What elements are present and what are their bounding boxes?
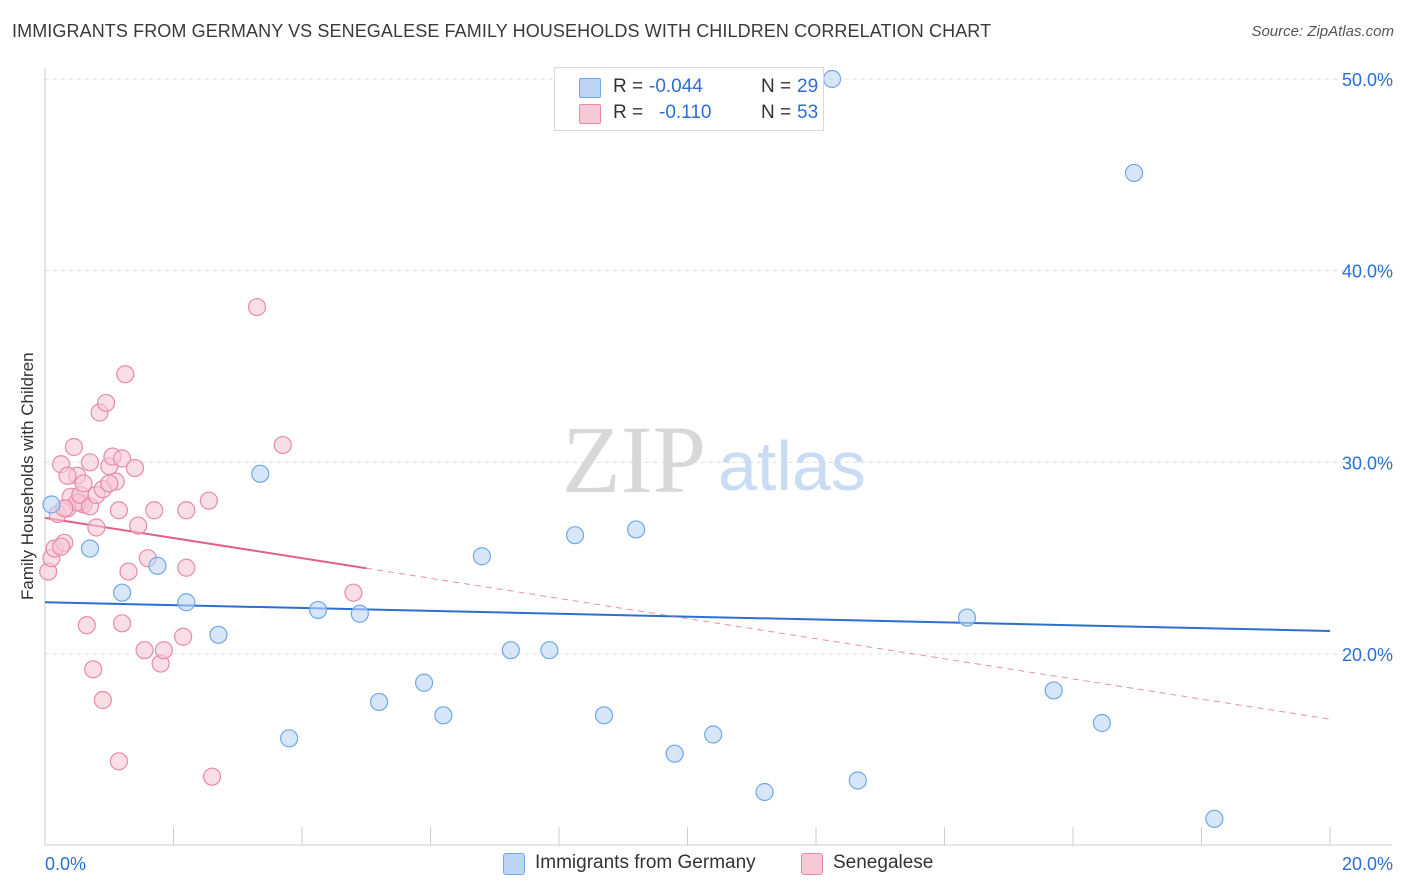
point-germany bbox=[472, 547, 491, 566]
x-tick-labels: 0.0% 20.0% bbox=[45, 854, 1393, 874]
point-senegalese bbox=[112, 449, 132, 468]
point-senegalese bbox=[119, 562, 138, 581]
bottom-legend-label-germany: Immigrants from Germany bbox=[535, 852, 756, 873]
point-senegalese bbox=[125, 458, 145, 478]
y-tick-label: 50.0% bbox=[1342, 70, 1393, 90]
chart-title: IMMIGRANTS FROM GERMANY VS SENEGALESE FA… bbox=[12, 21, 992, 41]
point-germany bbox=[594, 706, 614, 725]
point-senegalese bbox=[177, 558, 196, 577]
y-axis-label: Family Households with Children bbox=[18, 352, 37, 600]
point-germany bbox=[42, 495, 61, 514]
bottom-legend-swatch-senegalese bbox=[801, 853, 823, 875]
point-germany bbox=[434, 706, 453, 725]
legend-n-value-germany: 29 bbox=[797, 76, 819, 97]
source-label: Source: ZipAtlas.com bbox=[1251, 23, 1394, 40]
point-germany bbox=[755, 782, 774, 802]
point-senegalese bbox=[77, 616, 96, 635]
point-senegalese bbox=[84, 660, 103, 679]
point-senegalese bbox=[199, 491, 218, 510]
trendlines bbox=[44, 516, 1331, 720]
point-germany bbox=[565, 526, 585, 545]
x-tick-label: 20.0% bbox=[1342, 854, 1393, 874]
point-germany bbox=[251, 464, 270, 483]
point-senegalese bbox=[109, 752, 128, 771]
y-tick-label: 40.0% bbox=[1342, 262, 1393, 282]
point-germany bbox=[148, 556, 167, 575]
x-tick-label: 0.0% bbox=[45, 854, 86, 874]
legend-r-label: R = bbox=[613, 76, 644, 97]
point-senegalese bbox=[174, 627, 193, 646]
point-germany bbox=[350, 604, 369, 623]
point-germany bbox=[1124, 163, 1144, 183]
point-senegalese bbox=[51, 537, 71, 556]
legend-swatch-germany bbox=[579, 78, 601, 98]
point-germany bbox=[177, 593, 196, 612]
point-germany bbox=[112, 583, 132, 602]
y-tick-label: 30.0% bbox=[1342, 453, 1393, 473]
y-tick-labels: 20.0% 30.0% 40.0% 50.0% bbox=[1342, 70, 1393, 665]
point-germany bbox=[414, 673, 434, 692]
point-senegalese bbox=[247, 297, 267, 317]
point-senegalese bbox=[64, 437, 84, 457]
legend-r-value-senegalese: -0.110 bbox=[659, 102, 712, 123]
point-senegalese bbox=[135, 641, 154, 660]
point-senegalese bbox=[58, 466, 77, 485]
point-senegalese bbox=[129, 516, 148, 535]
gridlines bbox=[45, 78, 1392, 655]
trendline-germany bbox=[44, 601, 1331, 632]
point-senegalese bbox=[80, 453, 100, 472]
point-senegalese bbox=[273, 435, 292, 455]
point-germany bbox=[501, 641, 520, 660]
bottom-legend-swatch-germany bbox=[503, 853, 525, 875]
legend-n-label: N = bbox=[761, 102, 792, 123]
legend-swatch-senegalese bbox=[579, 104, 601, 124]
point-germany bbox=[848, 771, 867, 790]
point-senegalese bbox=[96, 393, 116, 413]
point-germany bbox=[626, 520, 646, 539]
point-germany bbox=[1044, 681, 1063, 700]
y-tick-label: 20.0% bbox=[1342, 645, 1393, 665]
point-germany bbox=[822, 69, 842, 89]
trendline-senegalese-extrapolated bbox=[366, 567, 1331, 720]
point-senegalese bbox=[87, 518, 106, 537]
point-senegalese bbox=[177, 501, 196, 520]
point-germany bbox=[280, 729, 299, 748]
point-senegalese bbox=[344, 583, 363, 602]
bottom-legend-label-senegalese: Senegalese bbox=[833, 852, 934, 873]
point-senegalese bbox=[116, 365, 135, 384]
point-senegalese bbox=[109, 501, 128, 520]
point-senegalese bbox=[74, 474, 93, 493]
point-germany bbox=[80, 539, 100, 558]
point-germany bbox=[370, 692, 389, 712]
point-germany bbox=[957, 608, 977, 627]
watermark-zip: ZIP bbox=[562, 406, 706, 513]
point-senegalese bbox=[202, 767, 222, 786]
axes bbox=[44, 68, 1392, 846]
point-germany bbox=[1205, 809, 1224, 828]
correlation-legend: R = -0.044 N = 29 R = -0.110 N = 53 bbox=[554, 67, 824, 131]
legend-n-label: N = bbox=[761, 76, 792, 97]
watermark-atlas: atlas bbox=[718, 427, 866, 505]
point-senegalese bbox=[154, 641, 173, 660]
legend-n-value-senegalese: 53 bbox=[797, 102, 819, 123]
data-points bbox=[39, 69, 1224, 828]
point-germany bbox=[1092, 713, 1112, 733]
point-germany bbox=[209, 625, 228, 644]
point-senegalese bbox=[93, 690, 112, 710]
point-senegalese bbox=[100, 474, 119, 493]
point-senegalese bbox=[112, 614, 132, 633]
point-germany bbox=[308, 600, 328, 620]
legend-r-label: R = bbox=[613, 102, 644, 123]
point-germany bbox=[540, 641, 559, 660]
legend-r-value-germany: -0.044 bbox=[649, 76, 703, 97]
point-germany bbox=[665, 744, 684, 763]
point-senegalese bbox=[145, 501, 164, 520]
point-germany bbox=[704, 725, 723, 744]
watermark: ZIP atlas bbox=[562, 406, 866, 513]
